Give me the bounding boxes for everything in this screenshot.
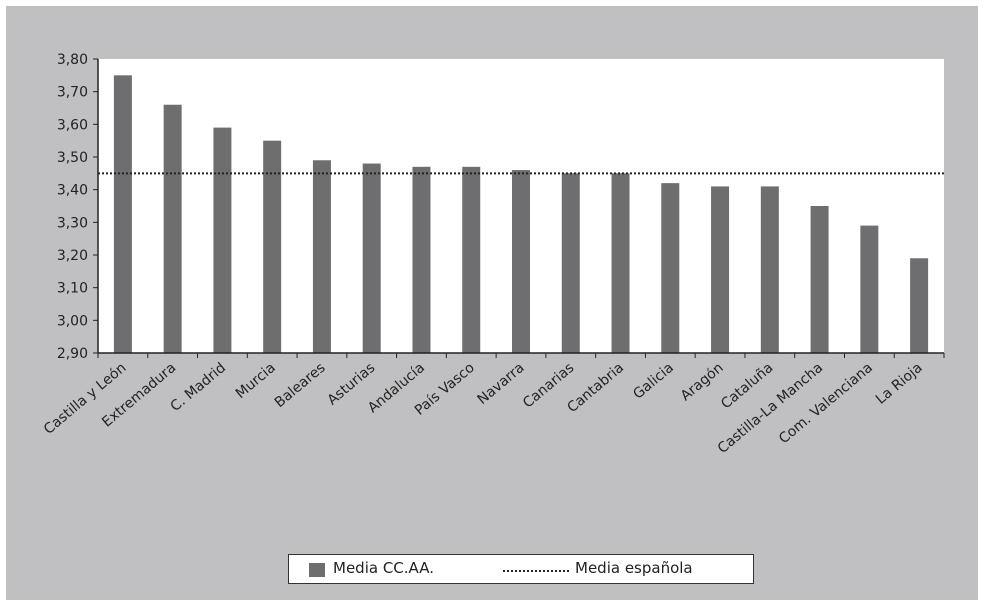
legend-line-swatch <box>503 570 569 572</box>
bar <box>561 173 580 353</box>
bar <box>362 163 381 353</box>
bar <box>312 160 331 353</box>
y-tick-label: 3,80 <box>57 52 88 68</box>
legend-line-label: Media española <box>575 559 693 577</box>
bar <box>412 166 431 353</box>
bar <box>263 140 282 353</box>
x-tick-label: Murcia <box>233 360 279 402</box>
bar <box>163 104 182 353</box>
bar <box>910 258 929 353</box>
chart-frame: 2,90 3,00 3,10 3,20 3,30 3,40 3,50 3,60 3,70 3,80… <box>6 6 978 600</box>
bar <box>661 183 680 353</box>
x-tick-label: Castilla y León <box>41 360 130 438</box>
bar <box>711 186 730 353</box>
x-tick-label: C. Madrid <box>168 360 229 415</box>
x-tick-label: Aragón <box>678 360 727 405</box>
y-tick-label: 3,50 <box>57 150 88 166</box>
legend-bar-label: Media CC.AA. <box>333 559 434 577</box>
bar <box>213 127 232 353</box>
legend-bar-swatch <box>309 563 325 577</box>
y-tick-label: 3,60 <box>57 117 88 133</box>
bar <box>860 225 879 353</box>
y-tick-label: 2,90 <box>57 346 88 362</box>
y-tick-label: 3,10 <box>57 281 88 297</box>
x-tick-label: Com. Valenciana <box>776 360 876 447</box>
chart-legend: Media CC.AA. Media española <box>288 554 754 584</box>
bar <box>760 186 779 353</box>
y-tick-label: 3,30 <box>57 215 88 231</box>
bar <box>113 75 132 353</box>
bar-chart: 2,90 3,00 3,10 3,20 3,30 3,40 3,50 3,60 3,70 3,80… <box>41 52 945 457</box>
x-tick-label: La Rioja <box>873 360 926 408</box>
bar <box>810 206 829 353</box>
bar <box>512 170 530 353</box>
bar <box>462 166 481 353</box>
x-tick-label: Galicia <box>630 360 677 403</box>
x-tick-label: Navarra <box>475 360 528 408</box>
y-tick-label: 3,40 <box>57 183 88 199</box>
x-tick-label: Baleares <box>272 360 329 411</box>
y-tick-label: 3,20 <box>57 248 88 264</box>
y-tick-label: 3,70 <box>57 85 88 101</box>
bar <box>611 173 630 353</box>
y-tick-label: 3,00 <box>57 313 88 329</box>
